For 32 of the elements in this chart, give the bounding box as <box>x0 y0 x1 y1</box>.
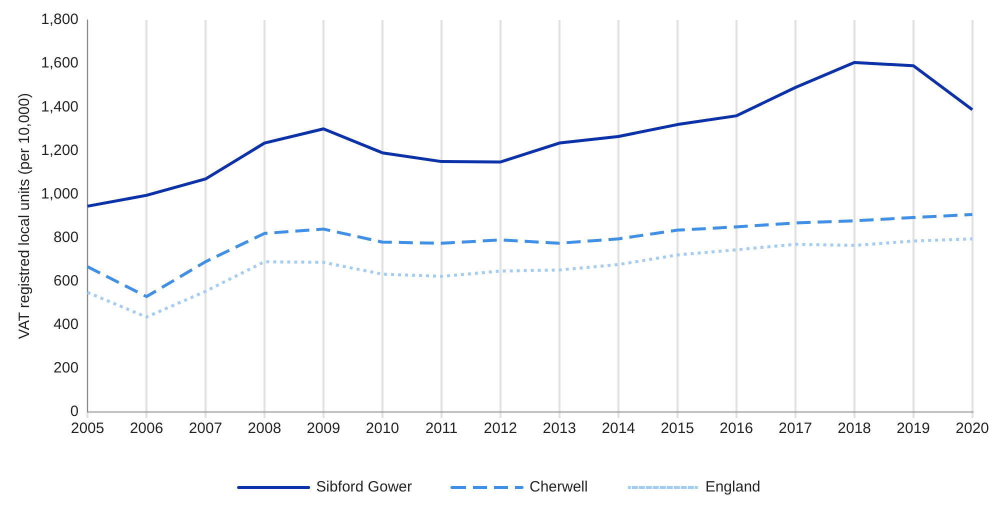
x-tick-label: 2013 <box>542 420 576 438</box>
x-tick-label: 2008 <box>248 420 282 438</box>
legend-label: Sibford Gower <box>316 478 412 496</box>
y-axis-title: VAT registred local units (per 10,000) <box>16 93 34 339</box>
x-tick-label: 2014 <box>602 420 636 438</box>
y-tick-label: 1,600 <box>40 54 79 72</box>
y-tick-label: 1,200 <box>40 142 79 159</box>
line-series <box>86 237 974 319</box>
x-tick-label: 2006 <box>130 420 164 438</box>
x-tick-label: 2019 <box>896 420 930 438</box>
x-tick-label: 2007 <box>188 420 222 438</box>
x-tick-label: 2009 <box>306 420 340 438</box>
x-tick-label: 2010 <box>366 420 400 438</box>
x-tick-label: 2020 <box>956 420 990 438</box>
y-tick-label: 1,000 <box>40 185 79 202</box>
x-tick-label: 2015 <box>660 420 694 438</box>
y-tick-label: 1,800 <box>40 11 79 28</box>
x-tick-label: 2016 <box>720 420 754 438</box>
x-tick-label: 2012 <box>484 420 518 438</box>
legend-label: Cherwell <box>529 478 588 496</box>
x-tick-label: 2018 <box>838 420 872 438</box>
x-tick-label: 2017 <box>778 420 812 438</box>
line-series <box>86 212 974 298</box>
legend-label: England <box>705 478 760 496</box>
y-tick-label: 800 <box>54 228 79 246</box>
y-tick-label: 400 <box>54 316 79 334</box>
x-tick-label: 2011 <box>425 420 458 438</box>
y-tick-label: 200 <box>54 360 79 377</box>
y-tick-label: 600 <box>54 272 79 290</box>
x-tick-label: 2005 <box>70 420 104 438</box>
y-tick-label: 1,400 <box>40 98 79 116</box>
y-tick-label: 0 <box>70 403 79 420</box>
